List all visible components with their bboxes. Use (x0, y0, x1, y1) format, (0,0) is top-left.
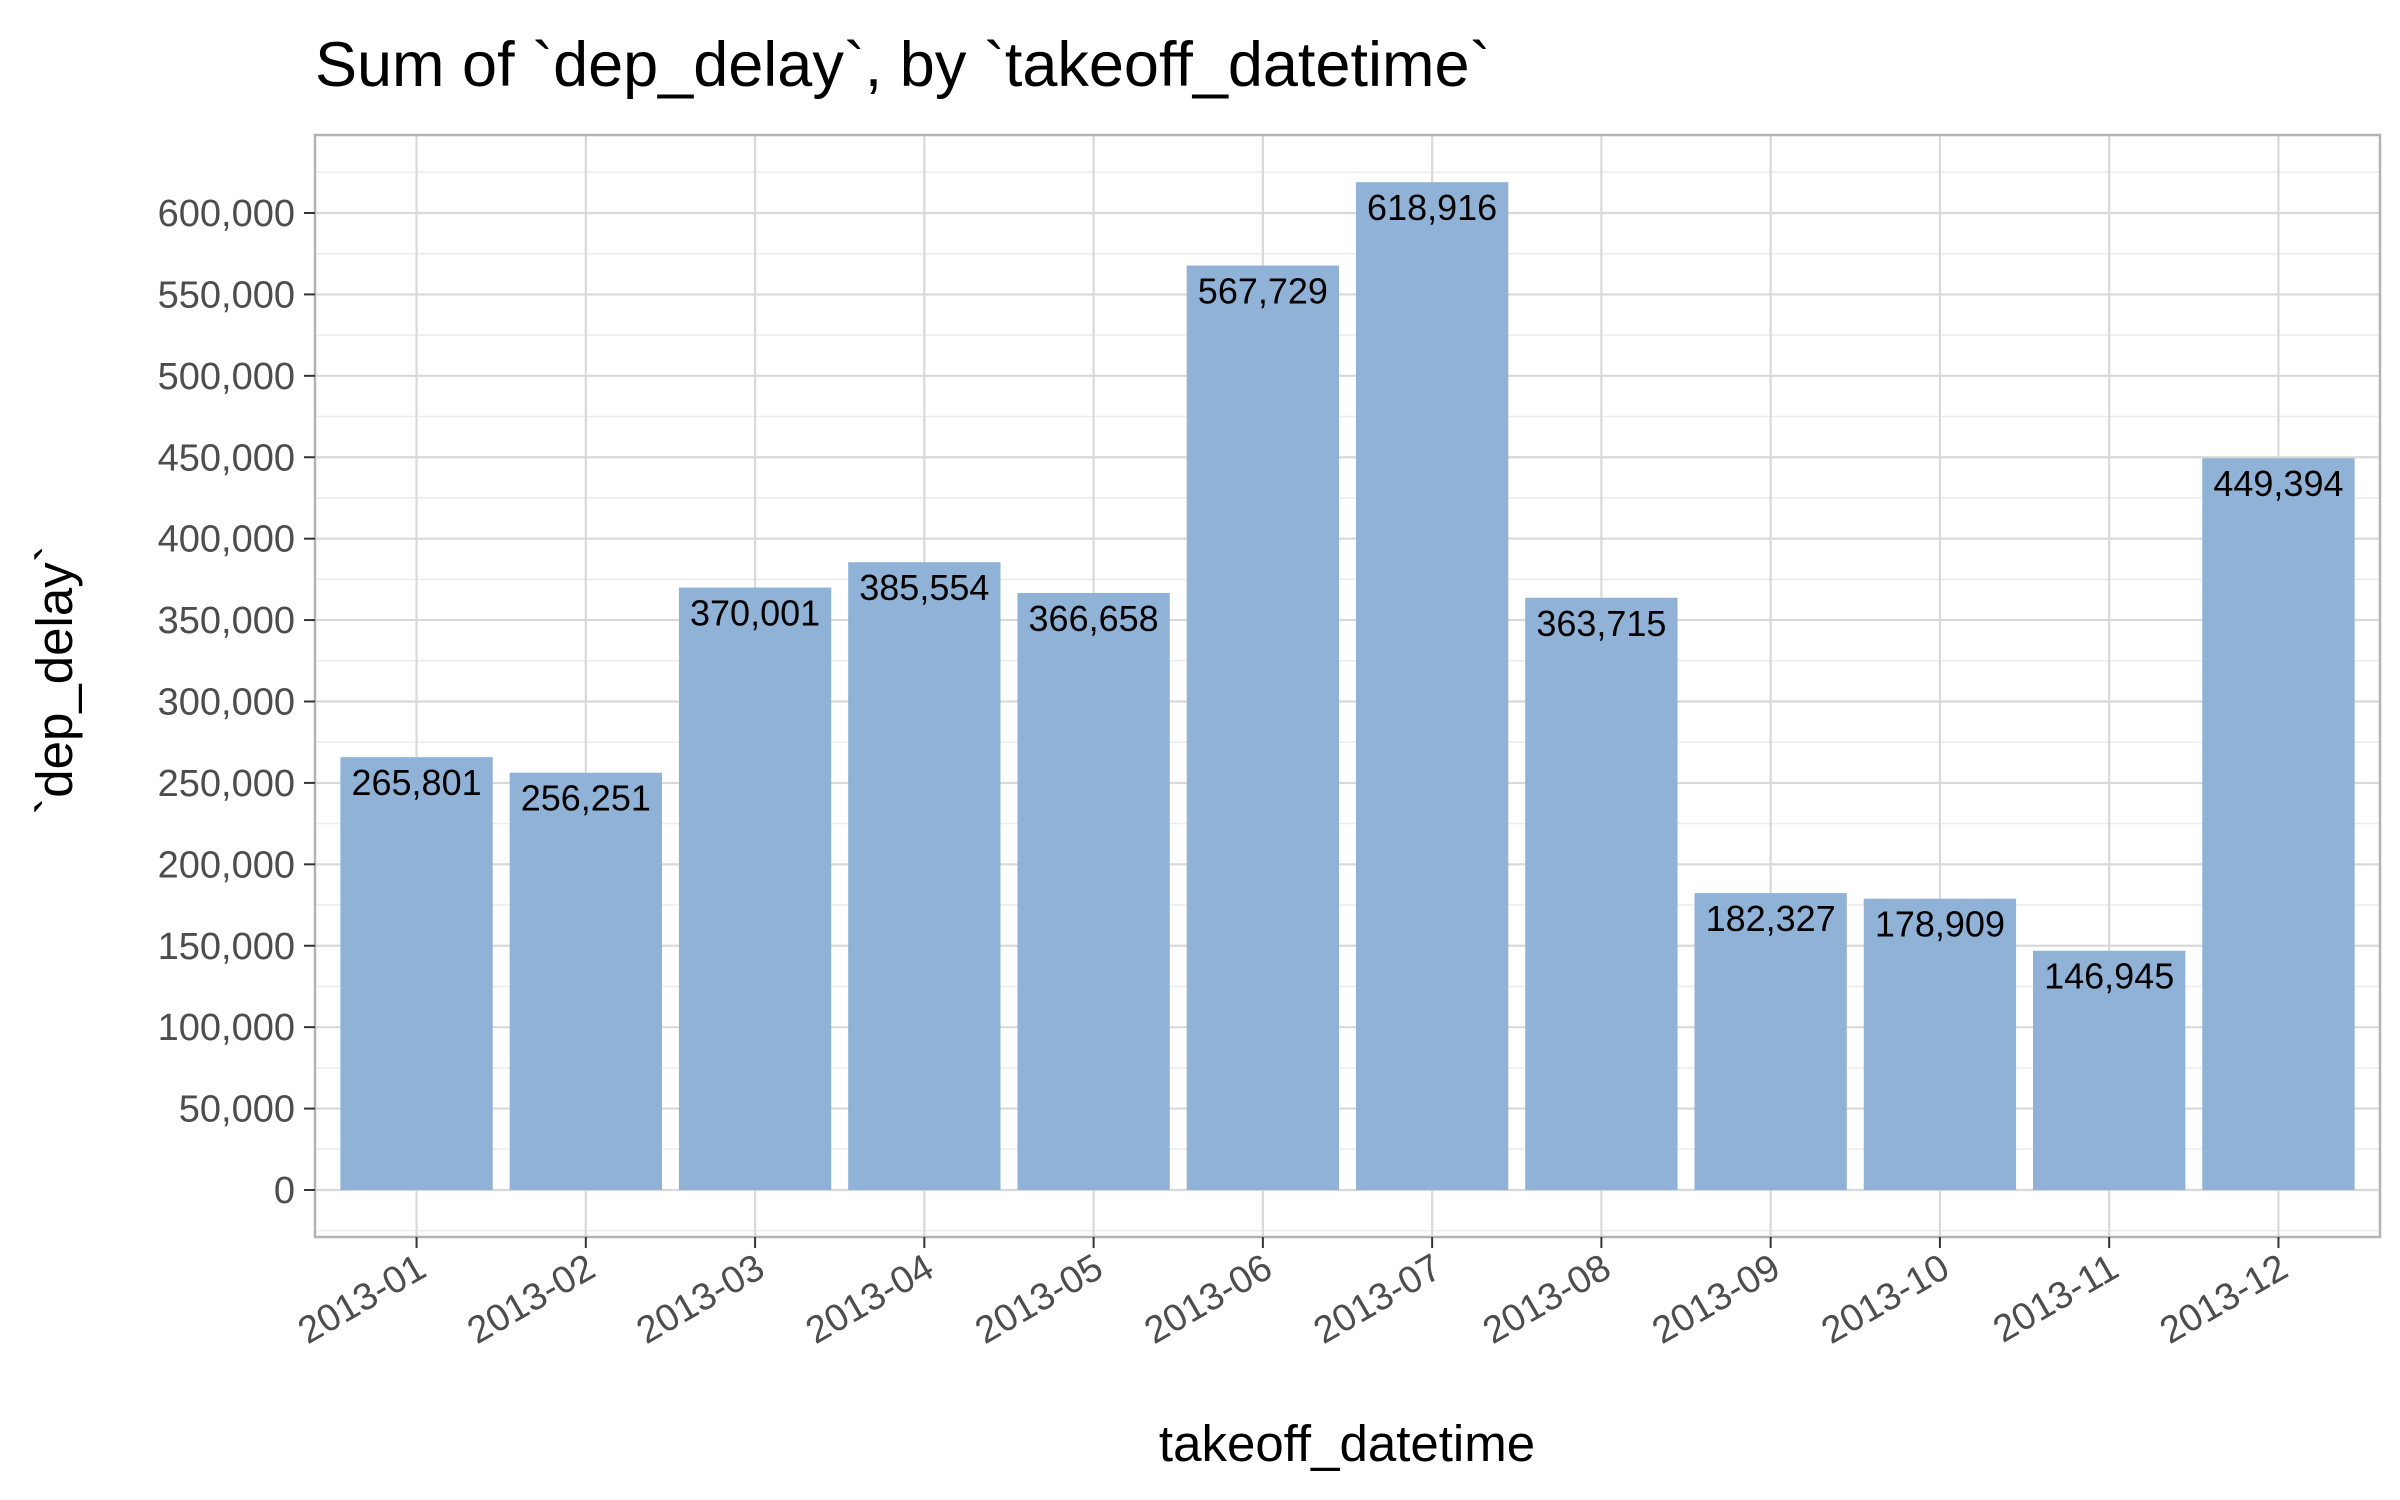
data-label: 146,945 (2044, 956, 2174, 997)
bar (340, 757, 493, 1190)
bar (2202, 458, 2355, 1190)
bar (848, 562, 1001, 1190)
x-tick-label: 2013-03 (630, 1246, 772, 1352)
y-axis-title: `dep_delay` (26, 545, 83, 814)
data-label: 385,554 (859, 567, 989, 608)
y-tick-label: 250,000 (158, 763, 295, 805)
y-tick-label: 0 (274, 1170, 295, 1212)
x-tick-label: 2013-12 (2153, 1246, 2295, 1352)
data-label: 265,801 (351, 762, 481, 803)
data-label: 256,251 (521, 778, 651, 819)
data-label: 363,715 (1536, 603, 1666, 644)
x-axis: 2013-01 2013-02 2013-03 2013-04 2013-05 2013-… (291, 1237, 2295, 1353)
y-tick-label: 550,000 (158, 274, 295, 316)
y-tick-label: 50,000 (179, 1089, 295, 1131)
y-tick-label: 100,000 (158, 1007, 295, 1049)
data-label: 370,001 (690, 593, 820, 634)
bar (678, 587, 832, 1190)
minor-gridlines (315, 171, 2380, 1232)
bar (1525, 597, 1678, 1190)
x-tick-label: 2013-08 (1476, 1246, 1618, 1352)
y-tick-label: 350,000 (158, 600, 295, 642)
y-axis: 0 50,000 100,000 150,000 200,000 250,000 300,0… (158, 193, 315, 1212)
x-tick-label: 2013-06 (1138, 1246, 1280, 1352)
bar (509, 772, 662, 1190)
x-tick-label: 2013-01 (291, 1246, 433, 1352)
y-tick-label: 300,000 (158, 682, 295, 724)
data-label: 449,394 (2213, 463, 2343, 504)
x-tick-label: 2013-07 (1307, 1246, 1449, 1352)
bar (1186, 265, 1340, 1190)
x-tick-label: 2013-10 (1815, 1246, 1957, 1352)
x-tick-label: 2013-09 (1645, 1246, 1787, 1352)
data-label: 567,729 (1198, 271, 1328, 312)
data-label: 618,916 (1367, 187, 1497, 228)
data-label: 178,909 (1875, 904, 2005, 945)
x-tick-label: 2013-11 (1986, 1246, 2125, 1351)
y-tick-label: 400,000 (158, 519, 295, 561)
y-tick-label: 150,000 (158, 926, 295, 968)
data-labels: 265,801 256,251 370,001 385,554 366,658 567,7… (351, 187, 2343, 997)
y-tick-label: 200,000 (158, 844, 295, 886)
data-label: 182,327 (1706, 898, 1836, 939)
bar (1355, 182, 1509, 1191)
bar (2033, 950, 2186, 1190)
chart-title: Sum of `dep_delay`, by `takeoff_datetime… (315, 30, 1490, 100)
data-label: 366,658 (1029, 598, 1159, 639)
y-tick-label: 600,000 (158, 193, 295, 235)
bar (1863, 898, 2017, 1190)
x-axis-title: takeoff_datetime (1159, 1415, 1535, 1472)
plot-panel-border (313, 133, 2382, 1239)
y-tick-label: 500,000 (158, 356, 295, 398)
bar (1694, 893, 1847, 1190)
x-tick-label: 2013-05 (968, 1246, 1110, 1352)
bar (1017, 592, 1170, 1190)
y-tick-label: 450,000 (158, 437, 295, 479)
bars (340, 182, 2355, 1191)
x-tick-label: 2013-02 (461, 1246, 603, 1352)
x-tick-label: 2013-04 (799, 1246, 941, 1352)
